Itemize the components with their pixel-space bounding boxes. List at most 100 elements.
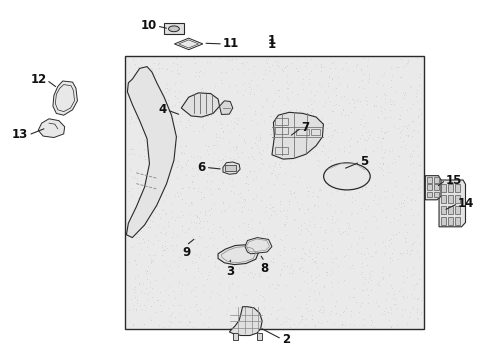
Point <box>329 108 337 114</box>
Point <box>336 181 343 187</box>
Point <box>266 131 273 137</box>
Point <box>206 294 214 300</box>
Point <box>403 267 411 273</box>
Point <box>282 282 290 288</box>
Point <box>397 286 405 292</box>
Point <box>276 201 284 207</box>
Point <box>150 94 158 100</box>
Point <box>306 209 314 215</box>
Point <box>174 70 182 76</box>
Point <box>153 139 161 145</box>
Point <box>156 215 164 221</box>
Point <box>208 169 216 175</box>
Point <box>398 312 406 318</box>
Point <box>317 186 324 192</box>
Polygon shape <box>229 307 262 336</box>
Point <box>271 172 279 178</box>
Point <box>369 197 377 203</box>
Point <box>371 192 379 198</box>
Point <box>156 302 164 308</box>
Point <box>182 143 190 149</box>
Point <box>149 107 157 113</box>
Point <box>147 270 154 276</box>
Point <box>378 275 386 280</box>
Point <box>222 170 230 176</box>
Point <box>315 250 323 256</box>
Point <box>199 70 207 76</box>
Point <box>131 289 139 295</box>
Point <box>181 229 189 235</box>
Point <box>296 174 304 180</box>
Point <box>269 170 276 176</box>
Point <box>271 161 279 167</box>
Point <box>357 205 365 211</box>
Point <box>374 280 382 286</box>
Point <box>276 208 284 213</box>
Point <box>281 170 289 176</box>
Point <box>319 120 327 126</box>
Point <box>328 216 336 222</box>
Point <box>172 242 179 248</box>
Point <box>280 221 288 226</box>
Point <box>195 108 203 113</box>
Point <box>141 177 149 183</box>
Point <box>358 186 366 192</box>
Point <box>287 153 294 159</box>
Point <box>387 236 394 242</box>
Point <box>347 109 355 114</box>
Point <box>414 316 422 321</box>
Point <box>247 117 255 122</box>
Point <box>195 255 203 260</box>
Point <box>352 63 360 68</box>
Point <box>195 216 203 221</box>
Point <box>286 324 294 330</box>
Point <box>392 231 400 237</box>
Point <box>148 218 156 224</box>
Bar <box>455 195 460 203</box>
Point <box>272 176 280 181</box>
Point <box>298 201 306 207</box>
Point <box>191 303 198 309</box>
Polygon shape <box>439 180 466 227</box>
Point <box>196 218 204 224</box>
Point <box>207 205 215 211</box>
Point <box>295 305 303 311</box>
Point <box>200 126 208 132</box>
Point <box>337 312 344 318</box>
Bar <box>455 206 460 214</box>
Point <box>203 171 211 177</box>
Point <box>287 107 294 113</box>
Point <box>278 266 286 272</box>
Point <box>359 280 367 286</box>
Point <box>299 245 307 251</box>
Point <box>178 227 186 233</box>
Ellipse shape <box>169 26 179 32</box>
Point <box>267 205 274 211</box>
Point <box>219 228 227 233</box>
Point <box>159 275 167 281</box>
Point <box>294 224 302 230</box>
Point <box>414 296 421 302</box>
Point <box>204 253 212 259</box>
Point <box>319 309 327 315</box>
Point <box>275 87 283 93</box>
Point <box>218 121 225 127</box>
Point <box>203 179 211 184</box>
Point <box>311 296 319 302</box>
Point <box>277 158 285 164</box>
Point <box>302 60 310 66</box>
Point <box>298 316 306 322</box>
Point <box>134 195 142 201</box>
Point <box>414 87 421 93</box>
Point <box>395 153 403 159</box>
Point <box>307 231 315 237</box>
Point <box>220 99 227 105</box>
Point <box>136 193 144 198</box>
Point <box>276 237 284 242</box>
Point <box>171 94 178 99</box>
Point <box>230 207 238 212</box>
Point <box>139 118 147 124</box>
Point <box>298 140 306 145</box>
Point <box>164 172 171 178</box>
Point <box>376 195 384 201</box>
